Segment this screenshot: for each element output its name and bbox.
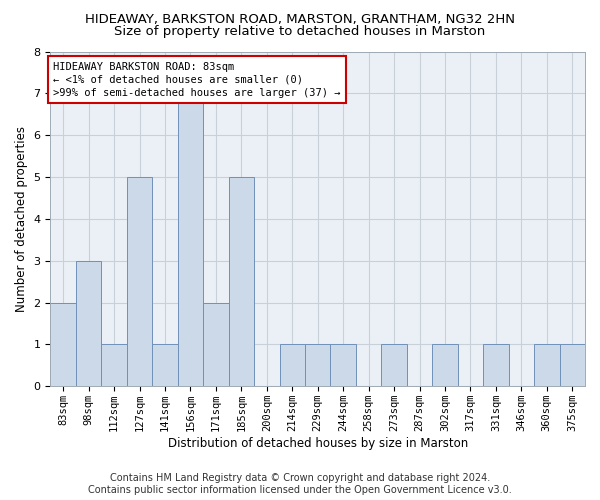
Text: Size of property relative to detached houses in Marston: Size of property relative to detached ho…: [115, 25, 485, 38]
Bar: [331, 344, 356, 387]
Bar: [229, 177, 254, 386]
Bar: [152, 344, 178, 387]
Text: Contains HM Land Registry data © Crown copyright and database right 2024.
Contai: Contains HM Land Registry data © Crown c…: [88, 474, 512, 495]
Bar: [280, 344, 305, 387]
Bar: [101, 344, 127, 387]
Bar: [305, 344, 331, 387]
Bar: [127, 177, 152, 386]
X-axis label: Distribution of detached houses by size in Marston: Distribution of detached houses by size …: [167, 437, 468, 450]
Bar: [178, 94, 203, 387]
Text: HIDEAWAY BARKSTON ROAD: 83sqm
← <1% of detached houses are smaller (0)
>99% of s: HIDEAWAY BARKSTON ROAD: 83sqm ← <1% of d…: [53, 62, 341, 98]
Bar: [483, 344, 509, 387]
Bar: [534, 344, 560, 387]
Bar: [432, 344, 458, 387]
Bar: [76, 261, 101, 386]
Y-axis label: Number of detached properties: Number of detached properties: [15, 126, 28, 312]
Bar: [560, 344, 585, 387]
Bar: [203, 302, 229, 386]
Bar: [382, 344, 407, 387]
Text: HIDEAWAY, BARKSTON ROAD, MARSTON, GRANTHAM, NG32 2HN: HIDEAWAY, BARKSTON ROAD, MARSTON, GRANTH…: [85, 12, 515, 26]
Bar: [50, 302, 76, 386]
